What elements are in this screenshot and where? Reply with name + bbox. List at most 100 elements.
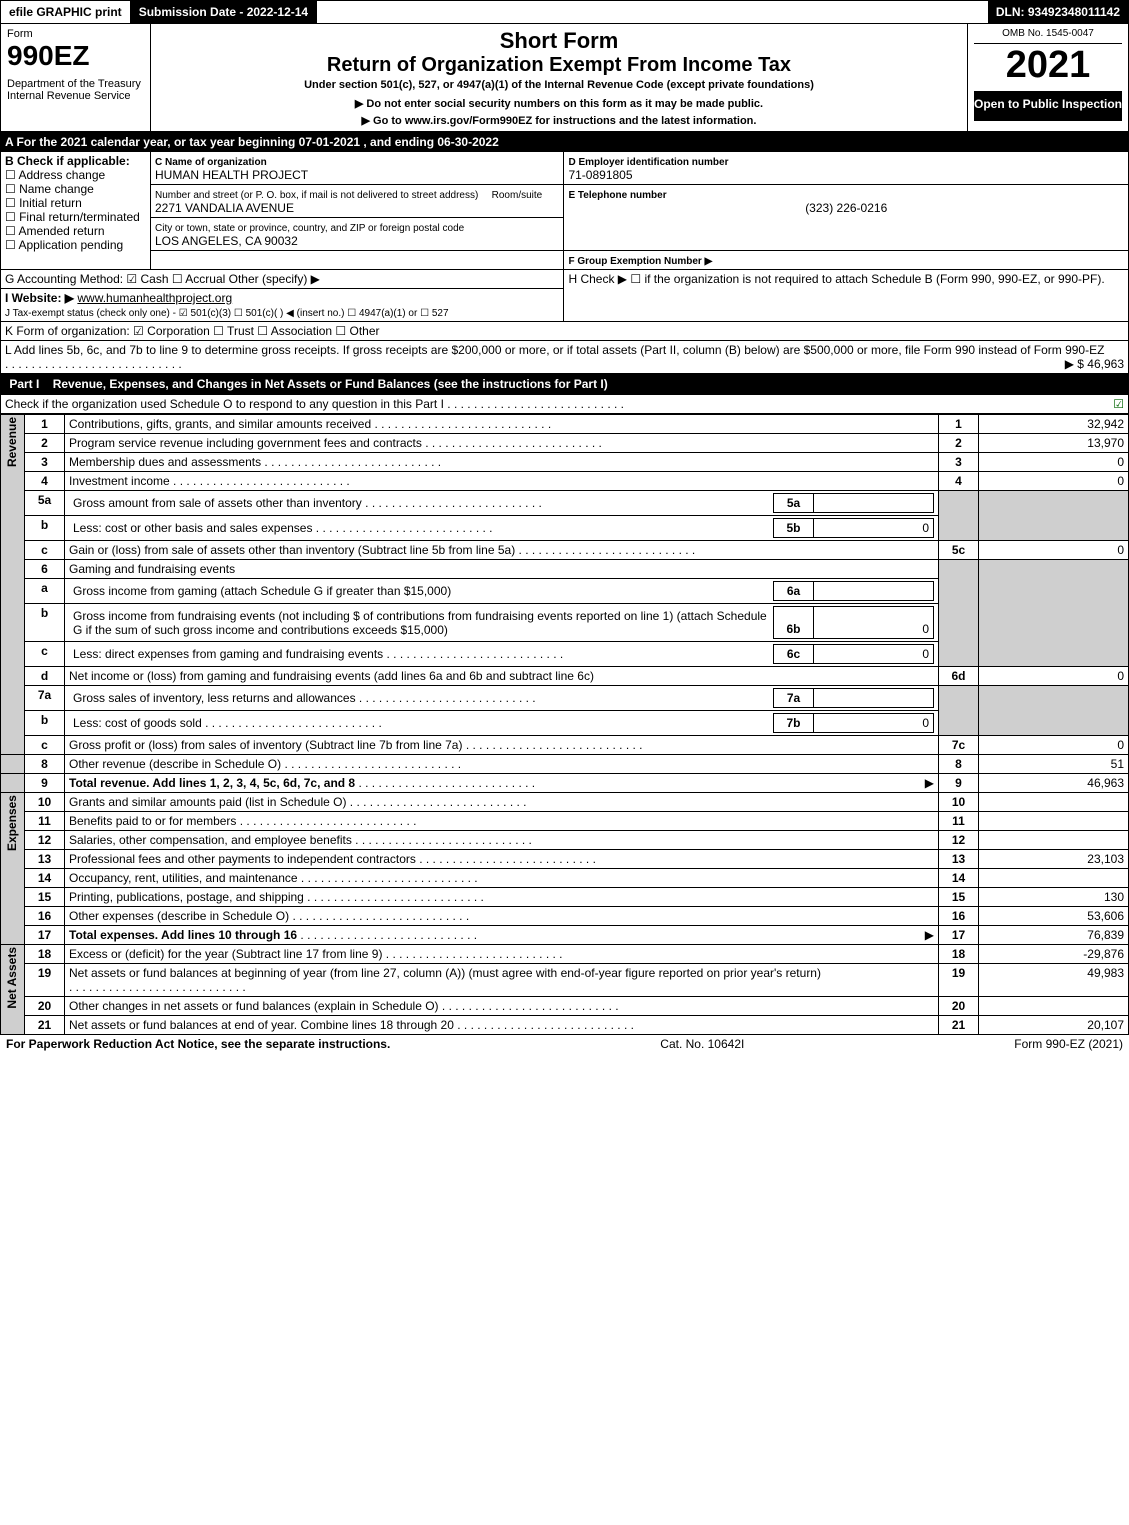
- chk-application-pending[interactable]: Application pending: [5, 238, 123, 252]
- row-num: c: [25, 736, 65, 755]
- addr-label: Number and street (or P. O. box, if mail…: [155, 190, 478, 201]
- row-value: 0: [979, 472, 1129, 491]
- row-num: d: [25, 667, 65, 686]
- chk-initial-return[interactable]: Initial return: [5, 196, 82, 210]
- room-label: Room/suite: [492, 190, 543, 201]
- sub-colnum: 7b: [774, 714, 814, 733]
- row-colnum: 18: [939, 945, 979, 964]
- subtitle: Under section 501(c), 527, or 4947(a)(1)…: [161, 79, 957, 91]
- row-value: 53,606: [979, 907, 1129, 926]
- city-value: LOS ANGELES, CA 90032: [155, 234, 298, 248]
- vlabel-revenue: Revenue: [5, 417, 19, 467]
- row-desc: Other expenses (describe in Schedule O): [65, 907, 939, 926]
- chk-amended-return[interactable]: Amended return: [5, 224, 105, 238]
- chk-address-change[interactable]: Address change: [5, 168, 105, 182]
- box-i-label: I Website: ▶: [5, 291, 74, 305]
- vlabel-expenses: Expenses: [5, 795, 19, 851]
- title-short-form: Short Form: [161, 28, 957, 54]
- sub-value: 0: [814, 519, 934, 538]
- box-k: K Form of organization: ☑ Corporation ☐ …: [1, 322, 1129, 341]
- row-num: a: [25, 579, 65, 604]
- row-value: 13,970: [979, 434, 1129, 453]
- row-colnum: 8: [939, 755, 979, 774]
- footer-right: Form 990-EZ (2021): [1014, 1037, 1123, 1051]
- row-value: 130: [979, 888, 1129, 907]
- form-header: Form 990EZ Department of the Treasury In…: [0, 24, 1129, 132]
- box-c-name: C Name of organization HUMAN HEALTH PROJ…: [151, 152, 564, 185]
- row-colnum: 2: [939, 434, 979, 453]
- row-value: [979, 831, 1129, 850]
- row-num: 10: [25, 793, 65, 812]
- efile-print-label: efile GRAPHIC print: [1, 1, 131, 23]
- row-value: [979, 793, 1129, 812]
- row-num: 18: [25, 945, 65, 964]
- box-e-label: E Telephone number: [568, 190, 666, 201]
- section-a-table: A For the 2021 calendar year, or tax yea…: [0, 132, 1129, 374]
- header-center: Short Form Return of Organization Exempt…: [151, 24, 968, 131]
- grey-cell: [939, 560, 979, 667]
- grey-cell: [979, 491, 1129, 541]
- row-num: 11: [25, 812, 65, 831]
- open-to-public: Open to Public Inspection: [974, 91, 1122, 121]
- row-desc: Excess or (deficit) for the year (Subtra…: [65, 945, 939, 964]
- grey-cell: [939, 491, 979, 541]
- sub-colnum: 5a: [774, 494, 814, 513]
- vlabel-net-assets: Net Assets: [5, 947, 19, 1009]
- schedule-o-checkbox[interactable]: ☑: [1113, 397, 1124, 411]
- tax-year: 2021: [974, 44, 1122, 87]
- box-c-city: City or town, state or province, country…: [151, 218, 564, 251]
- header-left: Form 990EZ Department of the Treasury In…: [1, 24, 151, 131]
- row-value: 0: [979, 541, 1129, 560]
- part1-label: Part I: [6, 377, 43, 391]
- form-word: Form: [7, 28, 144, 40]
- row-num: 17: [25, 926, 65, 945]
- row-desc: Gross income from fundraising events (no…: [65, 604, 939, 642]
- grey-cell: [979, 686, 1129, 736]
- top-bar: efile GRAPHIC print Submission Date - 20…: [0, 0, 1129, 24]
- sub-colnum: 6a: [774, 582, 814, 601]
- box-g: G Accounting Method: ☑ Cash ☐ Accrual Ot…: [1, 270, 564, 289]
- goto-link[interactable]: ▶ Go to www.irs.gov/Form990EZ for instru…: [161, 114, 957, 127]
- row-colnum: 16: [939, 907, 979, 926]
- dots-l: [5, 357, 182, 371]
- box-d-label: D Employer identification number: [568, 157, 728, 168]
- row-num: 15: [25, 888, 65, 907]
- row-colnum: 3: [939, 453, 979, 472]
- footer-mid: Cat. No. 10642I: [660, 1037, 744, 1051]
- row-num: b: [25, 711, 65, 736]
- header-right: OMB No. 1545-0047 2021 Open to Public In…: [968, 24, 1128, 131]
- grey-cell: [1, 774, 25, 793]
- row-colnum: 13: [939, 850, 979, 869]
- website-link[interactable]: www.humanhealthproject.org: [77, 291, 232, 305]
- row-desc: Gross income from gaming (attach Schedul…: [65, 579, 939, 604]
- chk-final-return[interactable]: Final return/terminated: [5, 210, 140, 224]
- box-l-val: ▶ $ 46,963: [1065, 357, 1124, 371]
- row-value: 0: [979, 667, 1129, 686]
- row-num: 5a: [25, 491, 65, 516]
- row-num: c: [25, 541, 65, 560]
- row-value: 46,963: [979, 774, 1129, 793]
- department: Department of the Treasury Internal Reve…: [7, 78, 144, 102]
- title-return: Return of Organization Exempt From Incom…: [161, 54, 957, 77]
- box-h: H Check ▶ ☐ if the organization is not r…: [564, 270, 1129, 322]
- row-desc: Professional fees and other payments to …: [65, 850, 939, 869]
- row-colnum: 21: [939, 1016, 979, 1035]
- row-desc: Printing, publications, postage, and shi…: [65, 888, 939, 907]
- row-desc: Occupancy, rent, utilities, and maintena…: [65, 869, 939, 888]
- box-f: F Group Exemption Number ▶: [564, 251, 1129, 270]
- box-e: E Telephone number (323) 226-0216: [564, 185, 1129, 251]
- row-desc: Other revenue (describe in Schedule O): [65, 755, 939, 774]
- row-desc: Membership dues and assessments: [65, 453, 939, 472]
- telephone: (323) 226-0216: [568, 201, 1124, 215]
- row-num: 6: [25, 560, 65, 579]
- row-colnum: 6d: [939, 667, 979, 686]
- grey-cell: [1, 755, 25, 774]
- row-colnum: 15: [939, 888, 979, 907]
- row-desc: Less: cost of goods sold 7b 0: [65, 711, 939, 736]
- row-desc: Benefits paid to or for members: [65, 812, 939, 831]
- row-value: 76,839: [979, 926, 1129, 945]
- dots-p1: [447, 397, 624, 411]
- row-colnum: 20: [939, 997, 979, 1016]
- chk-name-change[interactable]: Name change: [5, 182, 94, 196]
- row-desc: Contributions, gifts, grants, and simila…: [65, 415, 939, 434]
